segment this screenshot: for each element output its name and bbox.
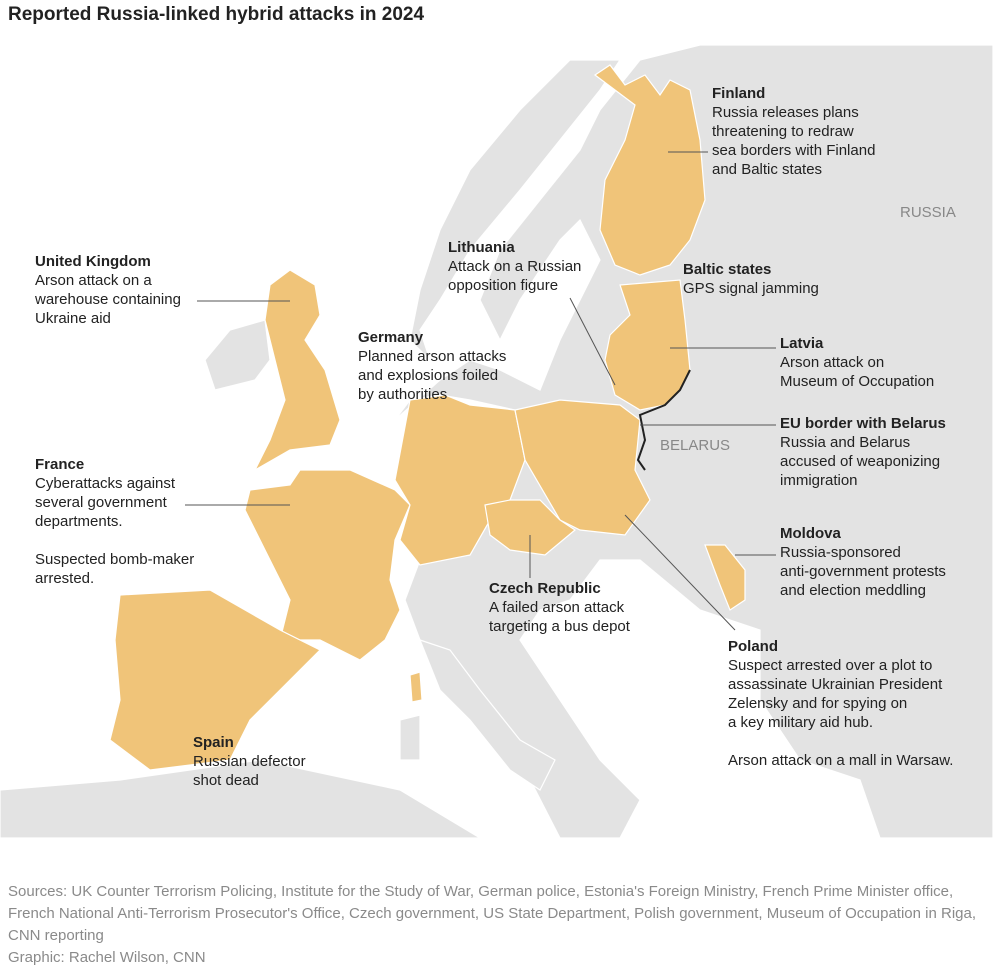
annotation-text: and Baltic states <box>712 161 822 178</box>
annotation: Spain Russian defector shot dead <box>193 734 306 789</box>
annotation-text: immigration <box>780 472 858 489</box>
leader-lines <box>185 151 776 631</box>
north-africa <box>0 759 483 839</box>
annotation-text: accused of weaponizing <box>780 453 940 470</box>
annotation-text: sea borders with Finland <box>712 142 875 159</box>
annotation: Poland Suspect arrested over a plot to ass… <box>728 638 953 769</box>
annotation: Czech Republic A failed arson attack targe… <box>489 580 631 635</box>
annotation-text: Cyberattacks against <box>35 475 176 492</box>
italy <box>418 639 556 791</box>
leader-line <box>569 297 616 386</box>
annotation: Lithuania Attack on a Russian opposition f… <box>448 239 581 294</box>
annotation-title: Spain <box>193 734 234 751</box>
poland <box>514 399 651 536</box>
annotation-text: warehouse containing <box>34 291 181 308</box>
annotation: United Kingdom Arson attack on a warehouse… <box>34 253 181 327</box>
annotation: Finland Russia releases plans threatening … <box>712 85 875 178</box>
annotation-title: EU border with Belarus <box>780 415 946 432</box>
czech-republic <box>484 499 577 556</box>
annotation-text: anti-government protests <box>780 563 946 580</box>
annotation-text: targeting a bus depot <box>489 618 631 635</box>
annotation-text: opposition figure <box>448 277 558 294</box>
leader-line <box>624 514 736 631</box>
sources: Sources: UK Counter Terrorism Policing, … <box>8 883 977 944</box>
annotation-title: Finland <box>712 85 765 102</box>
annotation-text: and election meddling <box>780 582 926 599</box>
annotation-text: Suspect arrested over a plot to <box>728 657 932 674</box>
annotation-text: Arson attack on a mall in Warsaw. <box>728 752 953 769</box>
annotation-text: assassinate Ukrainian President <box>728 676 943 693</box>
spain <box>109 589 322 771</box>
annotation-title: Poland <box>728 638 778 655</box>
annotation: EU border with Belarus Russia and Belarus… <box>780 415 946 489</box>
annotation-title: United Kingdom <box>35 253 151 270</box>
credit: Graphic: Rachel Wilson, CNN <box>8 949 206 966</box>
annotation-text: Attack on a Russian <box>448 258 581 275</box>
land-background <box>0 44 994 839</box>
map-label: BELARUS <box>660 437 730 454</box>
map-label: RUSSIA <box>900 204 956 221</box>
annotation-text: Ukraine aid <box>35 310 111 327</box>
annotation-text: threatening to redraw <box>712 123 854 140</box>
annotation-text: departments. <box>35 513 123 530</box>
annotation-title: Czech Republic <box>489 580 601 597</box>
annotation-text: GPS signal jamming <box>683 280 819 297</box>
annotation-text: a key military aid hub. <box>728 714 873 731</box>
finland <box>593 64 706 276</box>
annotation-text: Suspected bomb-maker <box>35 551 194 568</box>
highlighted-countries <box>109 64 746 771</box>
annotation-title: France <box>35 456 84 473</box>
united-kingdom <box>253 269 341 472</box>
annotation-title: Lithuania <box>448 239 515 256</box>
title: Reported Russia-linked hybrid attacks in… <box>8 4 425 25</box>
annotation-title: Baltic states <box>683 261 771 278</box>
annotation-text: Russia releases plans <box>712 104 859 121</box>
annotation: Latvia Arson attack on Museum of Occupatio… <box>780 335 934 390</box>
annotation-text: Russian defector <box>193 753 306 770</box>
annotation-text: Russia-sponsored <box>780 544 901 561</box>
france <box>244 469 411 661</box>
annotation: Baltic states GPS signal jamming <box>683 261 819 297</box>
annotation-text: arrested. <box>35 570 94 587</box>
annotation-text: by authorities <box>358 386 447 403</box>
annotation-text: Planned arson attacks <box>358 348 506 365</box>
annotation-text: Arson attack on a <box>35 272 152 289</box>
annotation-text: Arson attack on <box>780 354 884 371</box>
corsica <box>409 671 423 703</box>
baltic-states <box>604 279 691 411</box>
annotation: Germany Planned arson attacks and explosio… <box>358 329 506 403</box>
annotation: France Cyberattacks against several govern… <box>35 456 194 587</box>
annotation-title: Moldova <box>780 525 841 542</box>
map: RUSSIA BELARUS Finland Russia releases pl… <box>0 44 994 839</box>
annotation-text: Russia and Belarus <box>780 434 910 451</box>
annotation: Moldova Russia-sponsored anti-government p… <box>780 525 946 599</box>
norway-sweden <box>409 59 622 361</box>
annotation-title: Latvia <box>780 335 824 352</box>
annotation-text: several government <box>35 494 168 511</box>
footer: Sources: UK Counter Terrorism Policing, … <box>8 881 978 969</box>
annotation-title: Germany <box>358 329 424 346</box>
sardinia <box>399 714 421 761</box>
annotation-text: Museum of Occupation <box>780 373 934 390</box>
belarus-border <box>636 369 691 471</box>
annotation-text: Zelensky and for spying on <box>728 695 907 712</box>
annotation-text: and explosions foiled <box>358 367 498 384</box>
annotation-text: shot dead <box>193 772 259 789</box>
moldova <box>704 544 746 611</box>
annotation-text: A failed arson attack <box>489 599 625 616</box>
